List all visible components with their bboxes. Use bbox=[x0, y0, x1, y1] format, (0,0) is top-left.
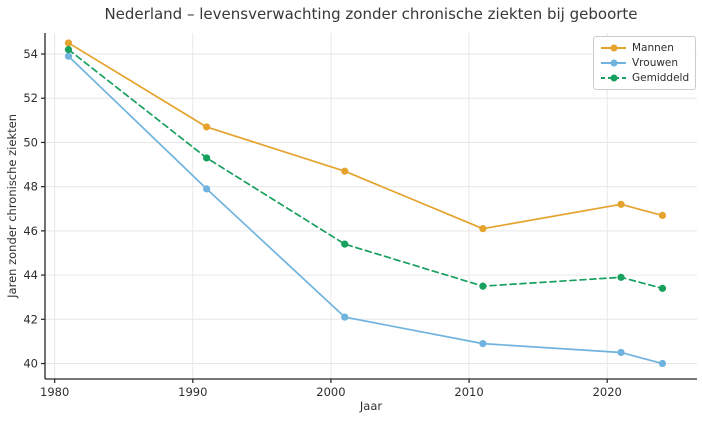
legend-line-vrouwen-icon bbox=[601, 58, 626, 68]
data-point-gemiddeld bbox=[203, 154, 211, 162]
x-axis-label: Jaar bbox=[359, 399, 383, 413]
y-tick-label: 46 bbox=[23, 224, 38, 238]
legend-item-mannen: Mannen bbox=[601, 42, 688, 54]
data-point-vrouwen bbox=[658, 359, 667, 368]
data-point-vrouwen bbox=[341, 313, 349, 321]
y-axis-label-container: Jaren zonder chronische ziekten bbox=[5, 33, 19, 379]
x-tick-label: 1980 bbox=[40, 385, 69, 399]
legend-line-mannen-icon bbox=[601, 43, 626, 53]
data-point-mannen bbox=[617, 200, 625, 208]
legend-label-vrouwen: Vrouwen bbox=[632, 57, 679, 69]
chart-title: Nederland – levensverwachting zonder chr… bbox=[104, 5, 638, 23]
legend: Mannen Vrouwen Gemiddeld bbox=[593, 36, 696, 90]
y-tick-label: 52 bbox=[23, 91, 38, 105]
x-tick-label: 1990 bbox=[178, 385, 207, 399]
series-line-vrouwen bbox=[67, 55, 664, 365]
y-tick-label: 44 bbox=[23, 268, 38, 282]
y-tick-label: 54 bbox=[23, 47, 38, 61]
y-tick-label: 48 bbox=[23, 180, 38, 194]
data-point-vrouwen bbox=[617, 348, 625, 357]
x-tick-label: 2010 bbox=[454, 385, 483, 399]
legend-item-vrouwen: Vrouwen bbox=[601, 57, 688, 69]
x-tick-label: 2020 bbox=[593, 385, 622, 399]
legend-label-mannen: Mannen bbox=[632, 42, 674, 54]
data-point-mannen bbox=[341, 167, 349, 175]
legend-item-gemiddeld: Gemiddeld bbox=[601, 72, 690, 84]
y-tick-label: 50 bbox=[23, 135, 38, 149]
y-tick-label: 42 bbox=[23, 312, 38, 326]
data-point-vrouwen bbox=[64, 52, 73, 60]
data-point-gemiddeld bbox=[479, 282, 487, 290]
data-point-vrouwen bbox=[479, 340, 487, 348]
data-point-mannen bbox=[203, 123, 211, 131]
series-line-gemiddeld bbox=[67, 48, 664, 290]
data-point-mannen bbox=[479, 225, 487, 233]
x-tick-label: 2000 bbox=[316, 385, 345, 399]
data-point-gemiddeld bbox=[617, 273, 625, 281]
data-point-gemiddeld bbox=[658, 284, 667, 292]
data-point-mannen bbox=[64, 39, 73, 47]
data-point-gemiddeld bbox=[341, 240, 349, 248]
series-line-mannen bbox=[67, 42, 664, 230]
y-axis-label: Jaren zonder chronische ziekten bbox=[5, 114, 19, 298]
y-tick-label: 40 bbox=[23, 357, 38, 371]
legend-line-gemiddeld-icon bbox=[601, 73, 626, 83]
data-point-vrouwen bbox=[203, 185, 211, 193]
data-point-gemiddeld bbox=[64, 45, 73, 54]
data-point-mannen bbox=[658, 211, 667, 219]
legend-label-gemiddeld: Gemiddeld bbox=[632, 72, 690, 84]
